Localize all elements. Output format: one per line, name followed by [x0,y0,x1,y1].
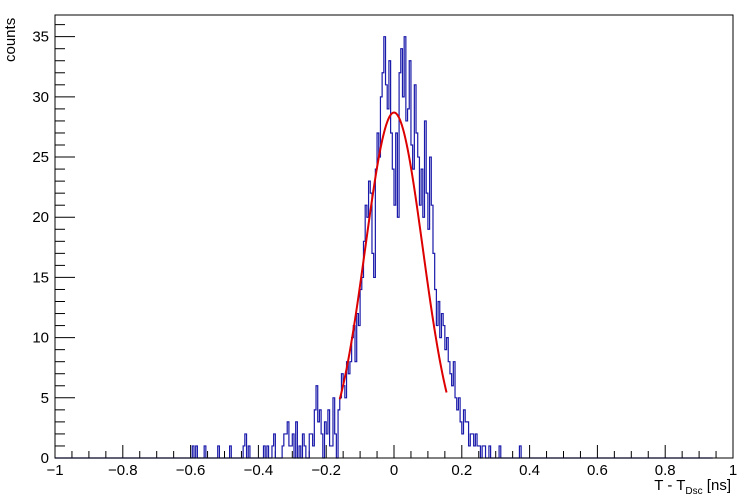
x-tick-label: −1 [46,462,63,479]
histogram-series [55,36,713,459]
x-tick-label: 1 [729,462,737,479]
x-axis-title-subscript: Dsc [685,486,702,496]
x-tick-label: −0.6 [176,462,206,479]
plot-frame [54,14,734,459]
x-tick-label: 0.4 [519,462,540,479]
y-tick-label: 35 [32,29,49,46]
x-tick-label: 0.2 [451,462,472,479]
x-tick-labels: −1 −0.8 −0.6 −0.4 −0.2 0 0.2 0.4 0.6 0.8 1 [46,462,737,479]
x-tick-label: −0.8 [108,462,138,479]
x-tick-label: −0.4 [244,462,274,479]
y-tick-label: 30 [32,89,49,106]
y-tick-label: 10 [32,330,49,347]
y-axis-title: counts [2,18,19,62]
y-tick-labels: 0 5 10 15 20 25 30 35 [32,29,49,467]
x-tick-label: 0 [390,462,398,479]
gaussian-fit-curve [338,111,448,400]
x-axis-title-unit: [ns] [703,477,731,494]
x-tick-label: 0.8 [655,462,676,479]
y-tick-label: 15 [32,269,49,286]
y-tick-label: 25 [32,149,49,166]
axis-ticks [54,24,734,459]
y-tick-label: 0 [41,450,49,467]
x-axis-title-main: T - T [654,477,685,494]
y-tick-label: 5 [41,390,49,407]
y-tick-label: 20 [32,209,49,226]
x-axis-title: T - TDsc [ns] [654,477,731,496]
x-tick-label: 0.6 [587,462,608,479]
x-tick-label: −0.2 [311,462,341,479]
